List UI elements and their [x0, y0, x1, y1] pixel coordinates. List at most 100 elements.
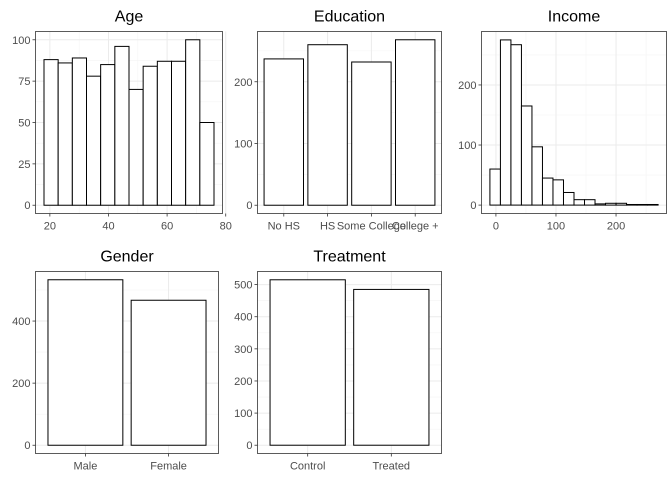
income-bar: [636, 203, 649, 206]
treatment-panel: Treatment 0 100 200 300 400 500 Control Treated: [234, 249, 442, 473]
x-tick-label: 0: [493, 221, 499, 233]
age-bar: [185, 39, 201, 206]
y-tick-label: 400: [12, 316, 30, 328]
income-bar: [541, 177, 554, 206]
age-bar: [128, 88, 144, 206]
income-bar: [594, 203, 607, 206]
gender-panel: Gender 0 200 400 Male Female: [12, 249, 219, 473]
gender-x-axis: Male Female: [73, 453, 187, 473]
y-tick-label: 75: [18, 76, 30, 88]
y-tick-label: 200: [12, 378, 30, 390]
x-tick-label: 20: [44, 221, 56, 233]
y-tick-label: 200: [234, 376, 252, 388]
income-bar: [584, 199, 596, 206]
income-title: Income: [548, 9, 601, 26]
income-x-axis: 0 100 200: [493, 213, 625, 233]
x-tick-label: Female: [150, 461, 187, 473]
gender-bar: [47, 279, 124, 446]
y-tick-label: 200: [234, 77, 252, 89]
y-tick-label: 500: [234, 280, 252, 292]
age-bars: [43, 39, 215, 206]
x-tick-label: No HS: [268, 221, 300, 233]
y-tick-label: 0: [470, 200, 476, 212]
treatment-bar: [269, 279, 346, 446]
age-bar: [142, 65, 158, 206]
x-tick-label: 80: [220, 221, 232, 233]
gender-title: Gender: [100, 249, 154, 266]
y-tick-label: 100: [458, 140, 476, 152]
treatment-y-axis: 0 100 200 300 400 500: [234, 280, 258, 452]
y-tick-label: 300: [234, 344, 252, 356]
treatment-bars: [269, 279, 430, 446]
gender-bar: [130, 299, 207, 446]
y-tick-label: 0: [246, 440, 252, 452]
age-bar: [156, 60, 173, 206]
income-bar: [510, 44, 522, 206]
age-bar: [199, 122, 215, 206]
y-tick-label: 400: [234, 312, 252, 324]
age-bar: [86, 75, 102, 206]
income-panel: Income 0 100 200 0 100 200: [458, 9, 667, 233]
education-bar: [263, 58, 305, 206]
education-panel: Education 0 100 200 No HS HS Some CollegeColl…: [234, 9, 442, 233]
y-tick-label: 0: [24, 200, 30, 212]
age-bar: [171, 60, 187, 206]
income-y-axis: 0 100 200: [458, 80, 482, 212]
x-tick-label: 60: [161, 221, 173, 233]
age-bar: [100, 64, 116, 206]
age-bar: [57, 62, 73, 206]
income-panel-border: [481, 31, 667, 214]
x-tick-label: 40: [102, 221, 114, 233]
y-tick-label: 100: [234, 408, 252, 420]
education-bar: [351, 61, 392, 206]
x-tick-label: College +: [392, 221, 439, 233]
treatment-title: Treatment: [313, 249, 386, 266]
education-bars: [263, 39, 436, 206]
y-tick-label: 50: [18, 118, 30, 130]
x-tick-label: 100: [547, 221, 565, 233]
treatment-x-axis: Control Treated: [290, 453, 411, 473]
income-bar: [573, 199, 586, 206]
income-bar: [531, 146, 543, 206]
age-bar: [71, 57, 87, 206]
income-bar: [605, 202, 617, 206]
age-panel: Age 0 25 50 75 100 20 40 60 80: [12, 9, 232, 233]
y-tick-label: 25: [18, 159, 30, 171]
y-tick-label: 100: [12, 35, 30, 47]
income-bar: [499, 39, 512, 206]
age-x-axis: 20 40 60 80: [44, 213, 232, 233]
age-y-axis: 0 25 50 75 100: [12, 35, 36, 212]
x-tick-label: Control: [290, 461, 325, 473]
income-bar: [552, 179, 564, 206]
age-title: Age: [115, 9, 144, 26]
income-bar: [520, 105, 533, 206]
x-tick-label: Treated: [373, 461, 411, 473]
income-bars: [489, 39, 659, 206]
y-tick-label: 0: [24, 440, 30, 452]
education-title: Education: [314, 9, 385, 26]
y-tick-label: 100: [234, 138, 252, 150]
gender-y-axis: 0 200 400: [12, 316, 36, 452]
gender-panel-border: [35, 271, 219, 454]
treatment-bar: [353, 288, 430, 446]
treatment-panel-border: [257, 271, 442, 454]
x-tick-label: Male: [73, 461, 97, 473]
income-bar: [647, 203, 659, 206]
y-tick-label: 0: [246, 200, 252, 212]
y-tick-label: 200: [458, 80, 476, 92]
gender-bars: [47, 279, 207, 446]
age-bar: [43, 59, 59, 206]
education-bar: [395, 39, 436, 206]
income-bar: [562, 191, 575, 206]
age-bar: [114, 45, 130, 206]
education-panel-border: [257, 31, 442, 214]
x-tick-label: 200: [607, 221, 625, 233]
x-tick-label: Some College: [337, 221, 406, 233]
education-y-axis: 0 100 200: [234, 77, 258, 212]
income-bar: [615, 202, 628, 206]
income-bar: [489, 168, 501, 206]
education-bar: [307, 44, 348, 206]
income-bar: [626, 203, 638, 206]
